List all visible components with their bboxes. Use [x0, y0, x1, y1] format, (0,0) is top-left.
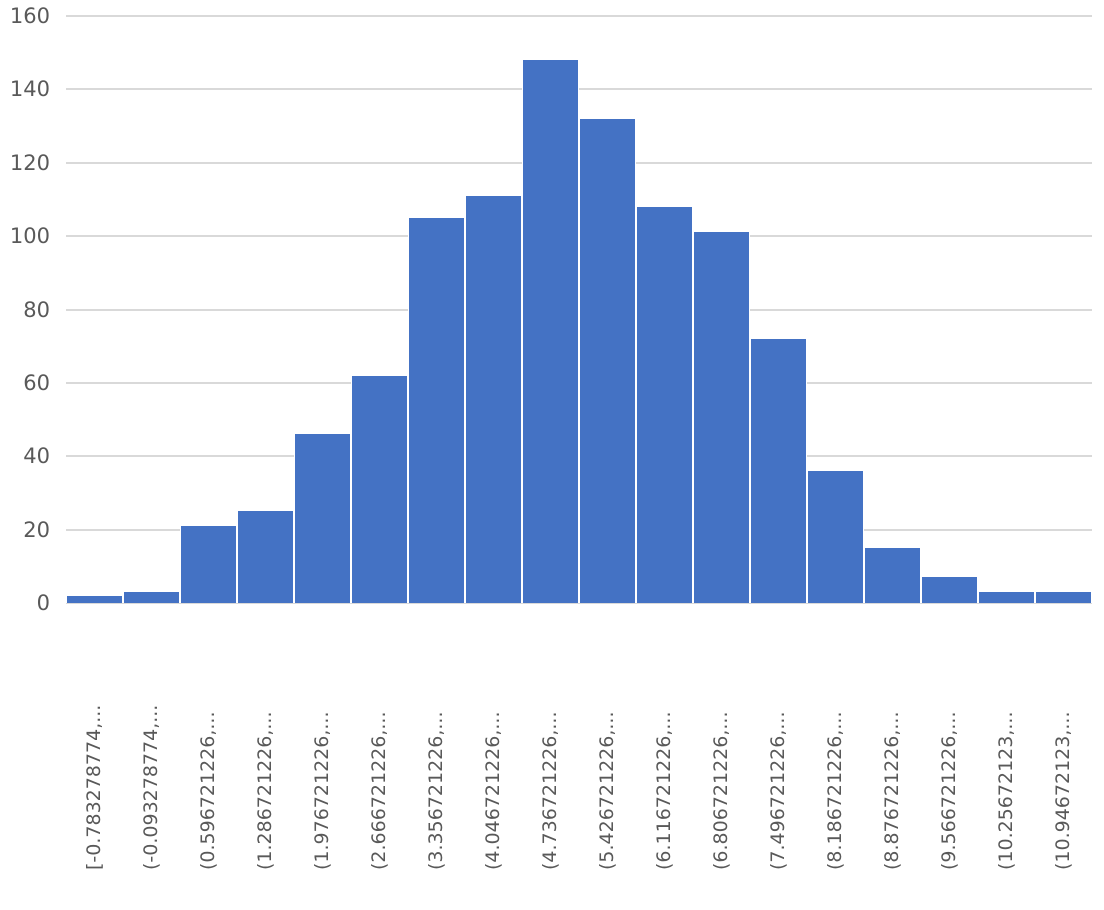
histogram-bar — [294, 434, 351, 603]
y-tick-label: 160 — [9, 4, 50, 28]
x-tick-label: (3.356721226,... — [424, 711, 447, 871]
x-tick-label: (6.806721226,... — [709, 711, 732, 871]
x-tick-label: (4.046721226,... — [481, 711, 504, 871]
y-tick-label: 80 — [23, 297, 50, 322]
histogram-bar — [978, 591, 1035, 603]
x-tick-label: (5.426721226,... — [595, 711, 618, 871]
histogram-bar — [408, 217, 465, 603]
histogram-bar — [636, 206, 693, 603]
x-axis-line — [66, 602, 1092, 604]
histogram-bar — [921, 577, 978, 603]
x-tick-label: (9.566721226,... — [937, 711, 960, 871]
histogram-bar — [123, 591, 180, 603]
histogram-bar — [807, 470, 864, 603]
histogram-bar — [180, 525, 237, 603]
histogram-bar — [465, 195, 522, 603]
x-tick-label: (8.186721226,... — [823, 711, 846, 871]
x-tick-label: (1.976721226,... — [310, 711, 333, 871]
x-tick-label: (2.666721226,... — [367, 711, 390, 871]
gridline — [66, 15, 1092, 17]
y-tick-label: 120 — [9, 150, 50, 175]
histogram-bar — [237, 511, 294, 603]
y-tick-label: 100 — [9, 224, 50, 249]
y-tick-label: 40 — [23, 444, 50, 469]
histogram-bar — [864, 547, 921, 603]
y-tick-label: 20 — [23, 517, 50, 542]
x-tick-label: (8.876721226,... — [880, 711, 903, 871]
x-tick-label: [-0.783278774,... — [82, 704, 105, 870]
histogram-bar — [522, 60, 579, 603]
histogram-bar — [750, 338, 807, 603]
y-tick-label: 60 — [23, 370, 50, 395]
x-tick-label: (7.496721226,... — [766, 711, 789, 871]
x-tick-label: (0.596721226,... — [196, 711, 219, 871]
histogram-bar — [66, 595, 123, 603]
histogram-bar — [693, 232, 750, 603]
x-tick-label: (10.25672123,... — [994, 711, 1017, 871]
histogram-bar — [351, 375, 408, 603]
y-tick-label: 140 — [9, 77, 50, 102]
histogram-bar — [1035, 591, 1092, 603]
histogram-bar — [579, 118, 636, 603]
x-tick-label: (10.94672123,... — [1051, 711, 1074, 871]
x-tick-label: (6.116721226,... — [652, 711, 675, 871]
gridline — [66, 88, 1092, 91]
x-tick-label: (-0.093278774,... — [139, 704, 162, 870]
x-tick-label: (4.736721226,... — [538, 711, 561, 871]
y-tick-label: 0 — [36, 591, 50, 615]
x-tick-label: (1.286721226,... — [253, 711, 276, 871]
